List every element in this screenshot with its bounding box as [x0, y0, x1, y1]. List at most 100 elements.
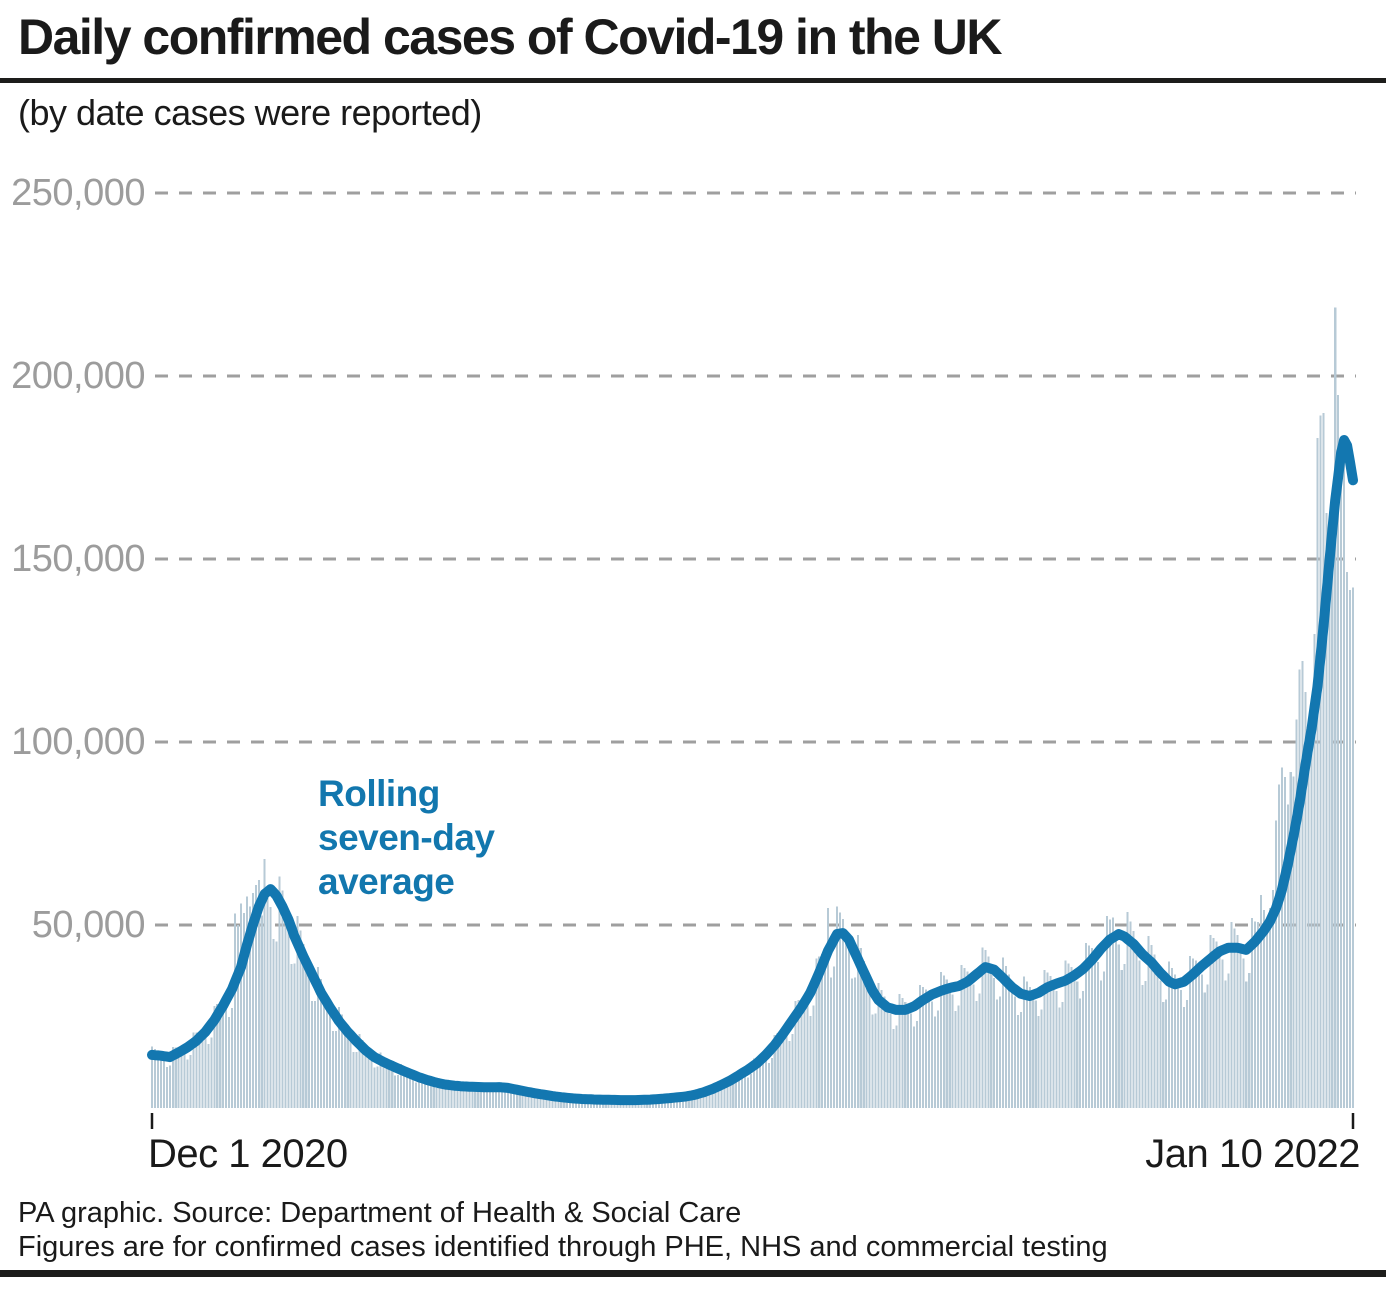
bar — [1233, 928, 1236, 1108]
bar — [770, 1057, 773, 1108]
bar — [758, 1056, 761, 1108]
bar — [343, 1021, 346, 1108]
bar — [237, 924, 240, 1108]
bar — [892, 1028, 895, 1108]
bar — [1046, 972, 1049, 1108]
bar — [429, 1080, 432, 1108]
bar — [1088, 945, 1091, 1108]
bar — [1144, 981, 1147, 1108]
bar — [1304, 692, 1307, 1108]
bar — [773, 1035, 776, 1108]
bar — [729, 1084, 732, 1108]
bar — [486, 1084, 489, 1108]
bar — [664, 1100, 667, 1108]
bar — [1067, 963, 1070, 1108]
bar — [794, 1001, 797, 1108]
bar — [1114, 934, 1117, 1108]
bar — [761, 1057, 764, 1108]
bar — [720, 1084, 723, 1108]
bar — [459, 1089, 462, 1108]
bar — [972, 984, 975, 1108]
bar — [1257, 921, 1260, 1108]
footer-source: PA graphic. Source: Department of Health… — [18, 1197, 742, 1229]
bar — [690, 1093, 693, 1108]
bar — [153, 1048, 157, 1108]
bar — [889, 1014, 892, 1108]
bar — [1034, 1000, 1037, 1108]
bar — [1352, 587, 1355, 1108]
bar — [447, 1083, 450, 1108]
bar — [945, 979, 948, 1108]
bar — [1049, 976, 1052, 1108]
bottom-rule — [0, 1270, 1386, 1277]
bar — [352, 1052, 355, 1108]
bar — [1328, 604, 1331, 1108]
bar — [334, 1031, 337, 1108]
bar — [323, 988, 326, 1108]
bar — [287, 930, 290, 1108]
bar — [1200, 974, 1203, 1108]
y-axis-tick-label: 200,000 — [11, 355, 145, 397]
bar — [180, 1050, 183, 1108]
bar — [204, 1036, 207, 1108]
annotation-line-2: seven-day — [318, 817, 495, 858]
bar — [210, 1037, 213, 1108]
bar — [1227, 973, 1230, 1108]
bar — [1091, 947, 1094, 1108]
bar — [1096, 961, 1100, 1108]
bar — [1171, 968, 1174, 1108]
bar — [251, 892, 254, 1108]
bar — [1271, 889, 1274, 1108]
bar — [913, 1026, 916, 1108]
bar — [385, 1059, 388, 1108]
bar — [895, 1025, 898, 1108]
bar — [228, 1017, 231, 1108]
bar — [468, 1084, 471, 1108]
bar — [1301, 660, 1304, 1108]
bar — [417, 1082, 420, 1108]
bar — [836, 906, 839, 1108]
bar — [942, 975, 945, 1108]
bar — [681, 1097, 684, 1108]
rolling-average-annotation: Rolling seven-day average — [318, 772, 558, 904]
bar — [548, 1094, 551, 1108]
bar — [1064, 960, 1067, 1108]
daily-cases-bars-group — [151, 307, 1355, 1109]
bar — [1349, 590, 1352, 1108]
bar — [524, 1088, 527, 1108]
bar — [337, 1007, 340, 1108]
bar — [278, 876, 281, 1108]
bar — [370, 1058, 373, 1108]
bar — [465, 1084, 468, 1108]
bar — [391, 1068, 394, 1108]
bar — [957, 1005, 960, 1108]
bar — [1005, 965, 1008, 1108]
bar — [732, 1074, 735, 1108]
bar — [1073, 974, 1076, 1108]
bar — [1307, 729, 1310, 1108]
bar — [841, 919, 844, 1108]
bar — [349, 1039, 352, 1108]
bar — [930, 1001, 933, 1108]
bar — [1010, 986, 1014, 1108]
bar — [1277, 784, 1280, 1108]
bar — [1002, 957, 1005, 1108]
bar — [993, 978, 996, 1108]
bar — [1191, 958, 1194, 1108]
bar — [406, 1069, 409, 1108]
bar — [1325, 513, 1328, 1108]
bar — [853, 977, 856, 1108]
bar — [1218, 949, 1221, 1108]
bar — [978, 993, 981, 1108]
bar — [1129, 921, 1132, 1108]
bar — [563, 1099, 566, 1108]
bar — [1206, 984, 1209, 1108]
bar — [1203, 992, 1206, 1108]
bar — [951, 994, 954, 1108]
bar — [954, 1011, 957, 1108]
bar — [1070, 966, 1073, 1108]
bar — [518, 1093, 521, 1108]
bar — [1340, 450, 1343, 1109]
bar — [379, 1052, 382, 1108]
